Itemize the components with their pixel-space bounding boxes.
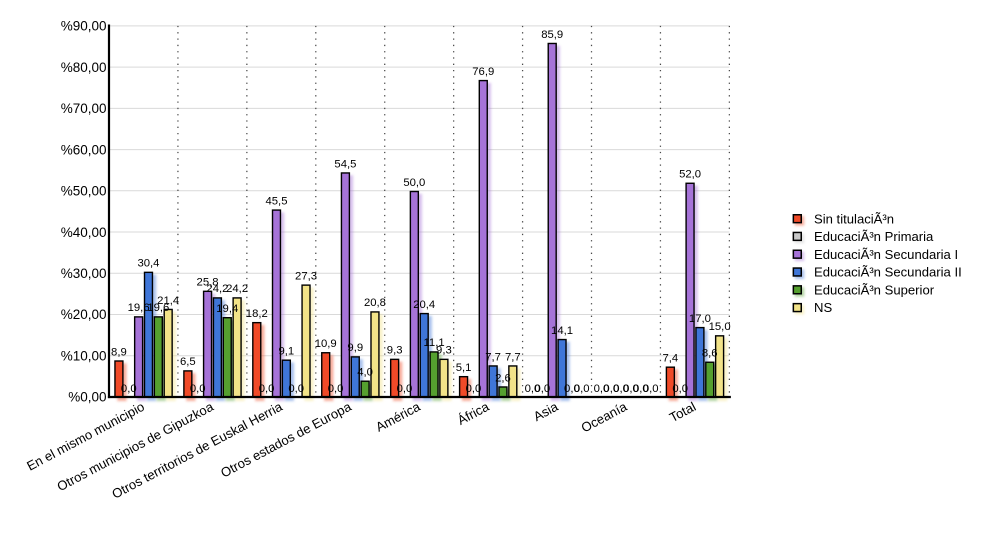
svg-text:4,0: 4,0	[357, 367, 373, 379]
svg-text:7,4: 7,4	[663, 352, 679, 364]
svg-text:19,6: 19,6	[128, 302, 150, 314]
svg-text:0,0: 0,0	[603, 383, 619, 395]
svg-text:0,0: 0,0	[121, 383, 137, 395]
svg-text:85,9: 85,9	[541, 29, 563, 41]
svg-text:14,1: 14,1	[551, 325, 573, 337]
svg-text:0,0: 0,0	[672, 383, 688, 395]
svg-text:0,0: 0,0	[564, 383, 580, 395]
svg-text:25,8: 25,8	[197, 277, 219, 289]
svg-text:11,1: 11,1	[423, 337, 444, 349]
svg-text:27,3: 27,3	[295, 270, 317, 282]
svg-text:0,0: 0,0	[643, 383, 659, 395]
svg-text:2,6: 2,6	[495, 372, 511, 384]
svg-text:0,0: 0,0	[466, 383, 482, 395]
svg-text:0,0: 0,0	[525, 383, 541, 395]
svg-text:0,0: 0,0	[288, 383, 304, 395]
svg-text:%80,00: %80,00	[61, 60, 107, 75]
svg-text:19,6: 19,6	[147, 302, 169, 314]
svg-text:17,0: 17,0	[689, 313, 711, 325]
svg-text:0,0: 0,0	[190, 383, 206, 395]
svg-text:19,4: 19,4	[216, 303, 238, 315]
svg-text:%50,00: %50,00	[61, 184, 107, 199]
svg-text:EducaciÃ³n Primaria: EducaciÃ³n Primaria	[814, 229, 934, 244]
svg-text:15,0: 15,0	[709, 321, 731, 333]
svg-text:21,4: 21,4	[157, 295, 179, 307]
svg-text:%60,00: %60,00	[61, 142, 107, 157]
svg-text:%20,00: %20,00	[61, 307, 107, 322]
svg-text:EducaciÃ³n Secundaria II: EducaciÃ³n Secundaria II	[814, 265, 962, 280]
svg-text:9,3: 9,3	[436, 345, 452, 357]
svg-text:52,0: 52,0	[679, 169, 701, 181]
svg-text:0,0: 0,0	[535, 383, 551, 395]
svg-text:0,0: 0,0	[574, 383, 590, 395]
svg-text:Sin titulaciÃ³n: Sin titulaciÃ³n	[814, 211, 894, 226]
svg-text:20,4: 20,4	[413, 299, 435, 311]
svg-text:%0,00: %0,00	[68, 390, 106, 405]
svg-text:%10,00: %10,00	[61, 348, 107, 363]
svg-text:0,0: 0,0	[259, 383, 275, 395]
svg-text:7,7: 7,7	[485, 351, 501, 363]
svg-text:24,2: 24,2	[226, 283, 248, 295]
svg-text:0,0: 0,0	[594, 383, 610, 395]
svg-text:50,0: 50,0	[403, 177, 425, 189]
svg-text:EducaciÃ³n Secundaria I: EducaciÃ³n Secundaria I	[814, 247, 958, 262]
svg-text:%40,00: %40,00	[61, 225, 107, 240]
svg-text:0,0: 0,0	[613, 383, 629, 395]
svg-text:10,9: 10,9	[315, 338, 337, 350]
svg-text:8,9: 8,9	[111, 346, 127, 358]
svg-text:%30,00: %30,00	[61, 266, 107, 281]
svg-text:18,2: 18,2	[246, 308, 268, 320]
svg-text:EducaciÃ³n Superior: EducaciÃ³n Superior	[814, 282, 935, 297]
svg-text:5,1: 5,1	[456, 362, 472, 374]
svg-text:30,4: 30,4	[137, 258, 159, 270]
svg-text:20,8: 20,8	[364, 297, 386, 309]
svg-text:%90,00: %90,00	[61, 19, 107, 34]
svg-text:76,9: 76,9	[472, 66, 494, 78]
svg-text:8,6: 8,6	[702, 348, 718, 360]
svg-text:54,5: 54,5	[334, 158, 356, 170]
svg-text:0,0: 0,0	[633, 383, 649, 395]
svg-text:0,0: 0,0	[397, 383, 413, 395]
svg-text:%70,00: %70,00	[61, 101, 107, 116]
svg-text:NS: NS	[814, 300, 832, 315]
svg-text:24,2: 24,2	[206, 283, 228, 295]
svg-text:9,9: 9,9	[347, 342, 363, 354]
svg-text:0,0: 0,0	[328, 383, 344, 395]
svg-text:45,5: 45,5	[265, 195, 287, 207]
svg-text:7,7: 7,7	[505, 351, 521, 363]
svg-text:9,3: 9,3	[387, 345, 403, 357]
svg-text:0,0: 0,0	[623, 383, 639, 395]
svg-text:9,1: 9,1	[278, 345, 294, 357]
svg-text:6,5: 6,5	[180, 356, 196, 368]
